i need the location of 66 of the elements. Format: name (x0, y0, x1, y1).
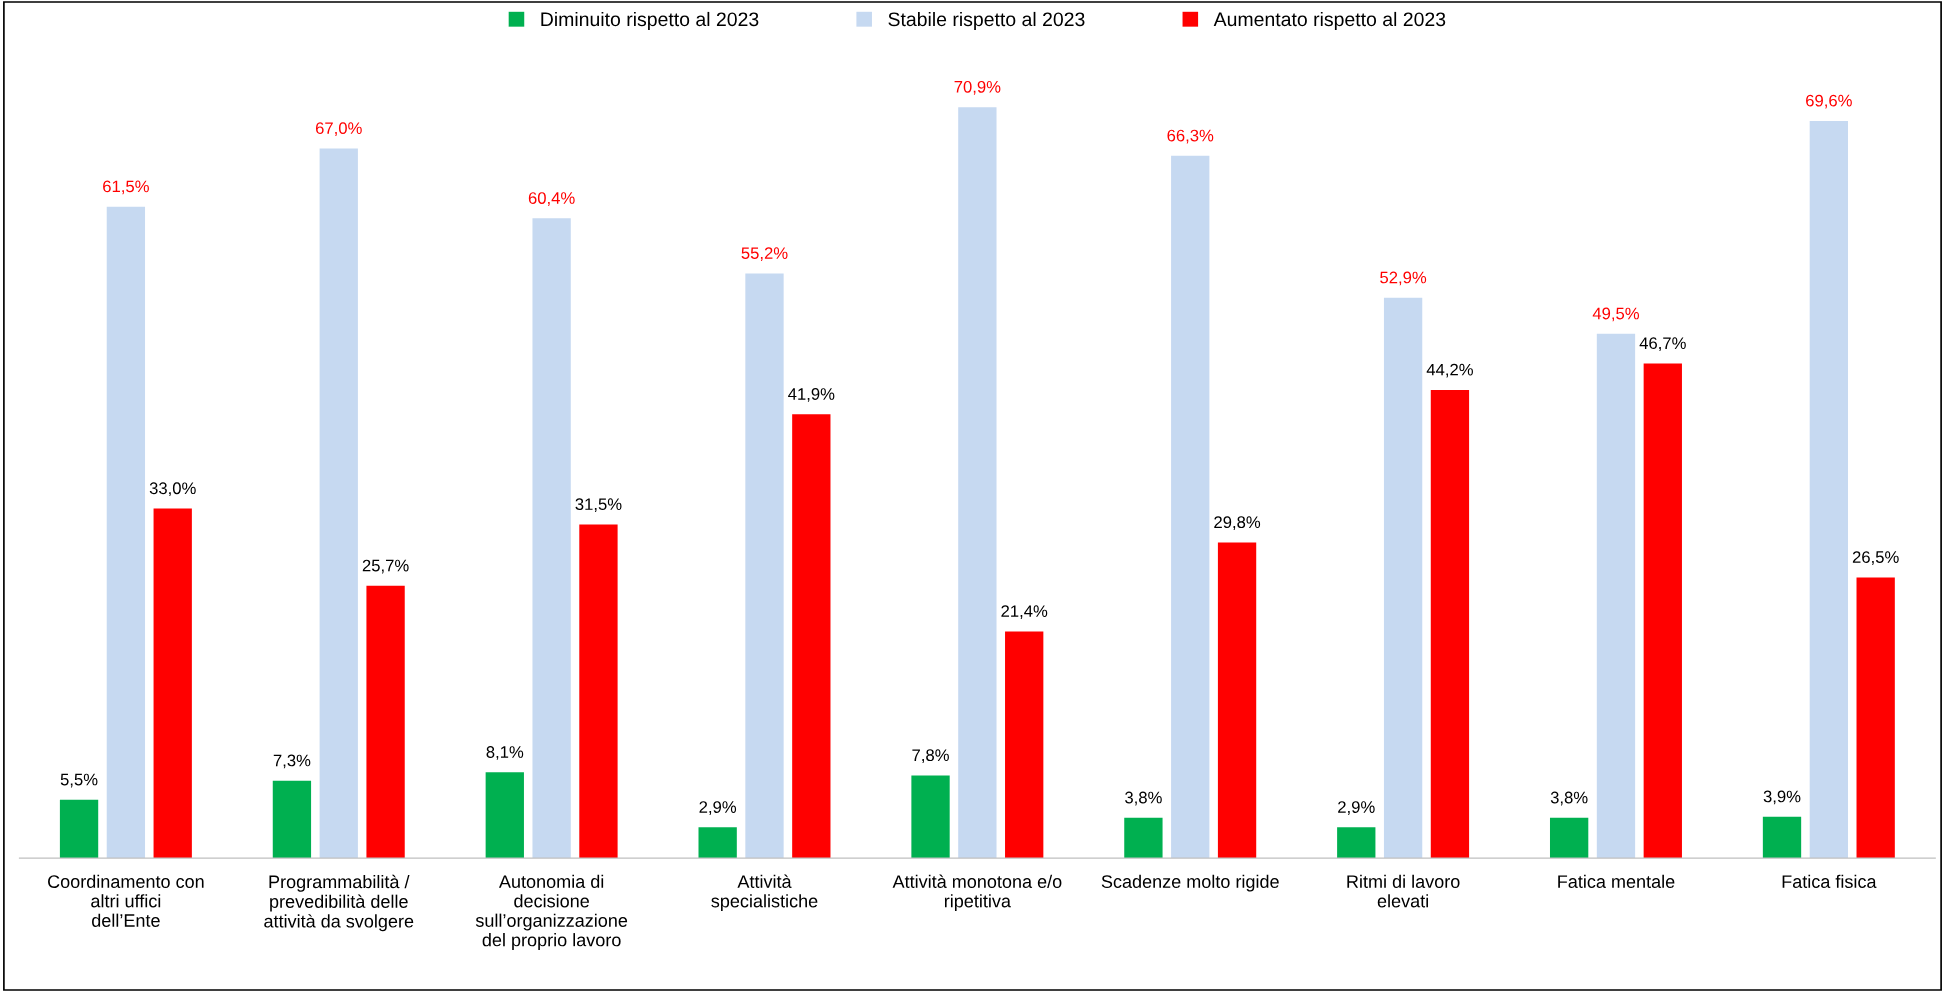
bar (1430, 389, 1470, 859)
x-tick-label: Fatica mentale (1558, 874, 1675, 889)
bar (106, 206, 146, 859)
legend-label: Diminuito rispetto al 2023 (541, 11, 759, 31)
bar (1596, 333, 1636, 859)
bar (1856, 577, 1895, 859)
bar (319, 148, 358, 859)
data-label: 44,2% (1426, 363, 1473, 378)
data-label: 7,8% (912, 749, 949, 764)
data-label: 25,7% (362, 559, 409, 574)
bar (366, 585, 405, 859)
bar (958, 107, 997, 859)
bar (1124, 817, 1163, 859)
data-label: 33,0% (149, 482, 196, 497)
data-label: 2,9% (699, 801, 737, 815)
bar (1171, 155, 1210, 859)
bar (1809, 120, 1848, 859)
x-tick-label: Scadenze molto rigide (1101, 874, 1279, 892)
bar (1643, 363, 1682, 859)
x-tick-label: Attività specialistiche (711, 874, 818, 912)
data-label: 60,4% (528, 192, 575, 206)
bar (792, 414, 831, 859)
data-label: 52,9% (1380, 271, 1427, 286)
bar (1337, 827, 1376, 859)
bar (272, 780, 312, 859)
bar (745, 273, 784, 859)
bar (532, 218, 571, 859)
x-tick-label: Fatica fisica (1782, 874, 1877, 889)
data-label: 8,1% (486, 746, 524, 760)
data-label: 49,5% (1592, 307, 1640, 322)
bar (1549, 817, 1589, 859)
data-label: 3,9% (1763, 790, 1801, 805)
legend-label: Stabile rispetto al 2023 (888, 11, 1085, 31)
data-label: 7,3% (273, 754, 311, 769)
data-label: 29,8% (1214, 516, 1261, 531)
data-label: 3,8% (1550, 791, 1588, 806)
data-label: 3,8% (1125, 791, 1162, 806)
data-label: 26,5% (1852, 551, 1899, 565)
data-label: 31,5% (575, 498, 622, 512)
data-label: 21,4% (1001, 605, 1048, 619)
data-label: 70,9% (954, 80, 1001, 95)
data-label: 69,6% (1806, 94, 1852, 109)
data-label: 2,9% (1338, 801, 1375, 815)
x-tick-label: Coordinamento con altri uffici dell’Ente (48, 874, 204, 927)
data-label: 55,2% (741, 247, 788, 261)
x-tick-label: Ritmi di lavoro elevati (1347, 874, 1460, 908)
x-tick-label: Autonomia di decisione sull’organizzazione del proprio lavoro (475, 874, 628, 950)
data-label: 67,0% (315, 122, 362, 136)
data-label: 66,3% (1167, 129, 1214, 144)
bar (698, 827, 737, 859)
bar (1005, 631, 1044, 859)
bar (59, 799, 99, 859)
x-tick-label: Programmabilità / prevedibilità delle attività da svolgere (264, 874, 414, 932)
bar (153, 508, 192, 859)
data-label: 5,5% (60, 773, 98, 788)
bar (1217, 542, 1257, 859)
bar (911, 775, 950, 859)
x-tick-label: Attività monotona e/o ripetitiva (892, 874, 1062, 912)
bar (1762, 816, 1802, 859)
data-label: 41,9% (788, 388, 835, 402)
bar (1383, 297, 1423, 859)
bar (579, 524, 618, 859)
data-label: 61,5% (103, 180, 149, 195)
legend-label: Aumentato rispetto al 2023 (1213, 11, 1446, 31)
data-label: 46,7% (1639, 337, 1686, 352)
bar (485, 772, 524, 859)
